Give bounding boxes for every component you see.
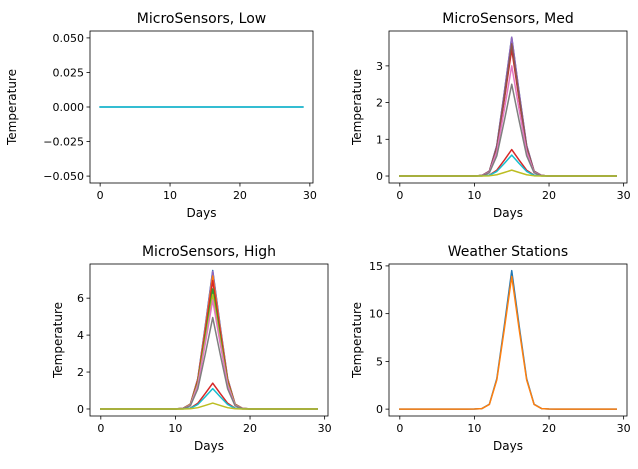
y-tick-label: 2	[77, 366, 84, 379]
x-tick-label: 30	[617, 189, 631, 202]
y-axis-label: Temperature	[350, 69, 364, 146]
y-tick-label: 0.050	[53, 32, 85, 45]
subplot-3: 0 10 20 30 0 2 4 6 MicroSensors, High Days Tempera…	[51, 244, 332, 453]
x-tick-label: 30	[318, 422, 332, 435]
chart-title: MicroSensors, Med	[442, 11, 573, 27]
x-axis-label: Days	[493, 206, 523, 220]
chart-title: MicroSensors, Low	[137, 11, 266, 27]
x-tick-label: 20	[542, 189, 556, 202]
x-tick-label: 0	[396, 422, 403, 435]
y-tick-label: 0	[77, 403, 84, 416]
x-tick-label: 10	[163, 189, 177, 202]
axes-frame	[89, 263, 329, 417]
y-tick-label: 15	[369, 260, 383, 273]
y-tick-label: 5	[376, 355, 383, 368]
x-tick-label: 20	[233, 189, 247, 202]
y-tick-label: −0.050	[43, 170, 84, 183]
series-line-2	[399, 275, 617, 410]
y-tick-label: 0.000	[53, 101, 85, 114]
y-axis-label: Temperature	[350, 302, 364, 379]
y-axis-label: Temperature	[51, 302, 65, 379]
x-tick-label: 10	[467, 422, 481, 435]
x-tick-label: 30	[617, 422, 631, 435]
x-tick-label: 10	[467, 189, 481, 202]
x-tick-label: 0	[97, 422, 104, 435]
axes-frame	[388, 30, 628, 184]
chart-title: MicroSensors, High	[142, 244, 276, 260]
y-tick-label: 1	[376, 133, 383, 146]
y-tick-label: 4	[77, 329, 84, 342]
y-tick-label: 6	[77, 292, 84, 305]
subplot-4: 0 10 20 30 0 5 10 15 Weather Stations Days Tempera…	[350, 244, 631, 453]
y-tick-label: 0	[376, 170, 383, 183]
series-line-11	[399, 169, 617, 177]
y-tick-label: 3	[376, 60, 383, 73]
y-tick-label: −0.025	[43, 136, 84, 149]
x-tick-label: 30	[303, 189, 317, 202]
x-tick-label: 0	[97, 189, 104, 202]
x-tick-label: 0	[396, 189, 403, 202]
y-tick-label: 0	[376, 403, 383, 416]
subplot-2: 0 10 20 30 0 1 2 3 MicroSensors, Med Days Temperat…	[350, 11, 631, 220]
x-axis-label: Days	[187, 206, 217, 220]
y-tick-label: 10	[369, 308, 383, 321]
x-axis-label: Days	[194, 439, 224, 453]
axes-frame	[388, 263, 628, 417]
subplot-1: 0 10 20 30 −0.050 −0.025 0.000 0.025 0.050 MicroS…	[5, 11, 317, 220]
chart-title: Weather Stations	[448, 244, 568, 260]
x-tick-label: 20	[243, 422, 257, 435]
y-tick-label: 2	[376, 97, 383, 110]
y-tick-label: 0.025	[53, 66, 85, 79]
x-tick-label: 20	[542, 422, 556, 435]
x-tick-label: 10	[168, 422, 182, 435]
y-axis-label: Temperature	[5, 69, 19, 146]
x-axis-label: Days	[493, 439, 523, 453]
series-line-11	[100, 402, 318, 410]
